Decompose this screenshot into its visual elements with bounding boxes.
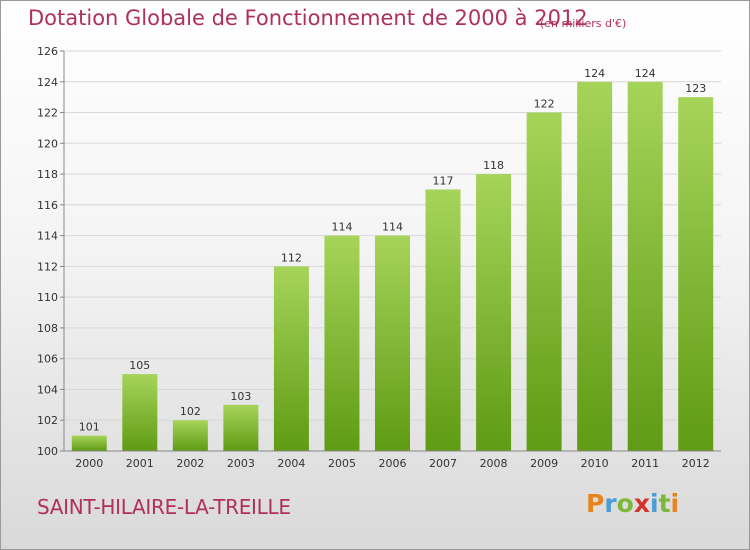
logo-letter: P	[586, 489, 605, 518]
bar-2005[interactable]	[324, 235, 360, 451]
x-tick-label: 2009	[530, 457, 558, 470]
y-tick-label: 114	[37, 230, 58, 243]
bar-2003[interactable]	[223, 404, 259, 451]
y-tick-label: 100	[37, 445, 58, 458]
proxiti-logo[interactable]: Proxiti	[586, 489, 679, 518]
y-tick-label: 116	[37, 199, 58, 212]
bar-2008[interactable]	[476, 174, 512, 452]
data-label-2009: 122	[534, 98, 555, 111]
x-tick-label: 2001	[126, 457, 154, 470]
bar-2012[interactable]	[678, 97, 714, 452]
y-tick-label: 120	[37, 137, 58, 150]
bar-2002[interactable]	[172, 420, 208, 451]
commune-name: SAINT-HILAIRE-LA-TREILLE	[37, 495, 291, 519]
y-tick-label: 108	[37, 322, 58, 335]
unit-label: (en milliers d'€)	[540, 17, 627, 30]
bar-2004[interactable]	[273, 266, 309, 451]
y-tick-label: 118	[37, 168, 58, 181]
data-label-2008: 118	[483, 159, 504, 172]
bar-2011[interactable]	[627, 81, 663, 452]
logo-letter: x	[633, 489, 650, 518]
data-label-2012: 123	[685, 82, 706, 95]
data-label-2006: 114	[382, 221, 403, 234]
data-label-2003: 103	[230, 390, 251, 403]
data-label-2004: 112	[281, 251, 302, 264]
logo-letter: t	[658, 489, 671, 518]
x-tick-label: 2006	[379, 457, 407, 470]
logo-letter: o	[616, 489, 634, 518]
data-label-2007: 117	[433, 174, 454, 187]
y-axis: 100 102 104 106 108 110 112 114 116 118 120 122 124 1…	[37, 45, 65, 458]
y-tick-label: 112	[37, 260, 58, 273]
x-tick-label: 2000	[75, 457, 103, 470]
y-tick-label: 110	[37, 291, 58, 304]
x-tick-label: 2004	[277, 457, 305, 470]
x-tick-label: 2010	[581, 457, 609, 470]
y-tick-label: 104	[37, 383, 58, 396]
data-label-2011: 124	[635, 67, 656, 80]
y-tick-label: 106	[37, 353, 58, 366]
logo-letter: i	[670, 489, 680, 518]
y-tick-label: 102	[37, 414, 58, 427]
x-axis: 2000 2001 2002 2003 2004 2005 2006 2007 2008 2009…	[64, 450, 721, 470]
data-label-2002: 102	[180, 405, 201, 418]
x-tick-label: 2011	[631, 457, 659, 470]
bars: 101 105 102 103 112 114 114 117 118 122 124 124 123	[71, 67, 714, 452]
bar-2009[interactable]	[526, 112, 562, 452]
y-tick-label: 126	[37, 45, 58, 58]
data-label-2001: 105	[129, 359, 150, 372]
x-tick-label: 2002	[176, 457, 204, 470]
y-tick-label: 122	[37, 107, 58, 120]
bar-2007[interactable]	[425, 189, 461, 451]
logo-letter: r	[604, 489, 617, 518]
data-label-2010: 124	[584, 67, 605, 80]
bar-2010[interactable]	[577, 81, 613, 452]
x-tick-label: 2008	[480, 457, 508, 470]
logo-letter: i	[650, 489, 659, 518]
y-tick-label: 124	[37, 76, 58, 89]
x-tick-label: 2007	[429, 457, 457, 470]
chart-title: Dotation Globale de Fonctionnement de 20…	[28, 6, 588, 30]
x-tick-label: 2012	[682, 457, 710, 470]
data-label-2005: 114	[331, 221, 352, 234]
bar-2001[interactable]	[122, 374, 158, 451]
data-label-2000: 101	[79, 421, 100, 434]
bar-2006[interactable]	[375, 235, 410, 451]
x-tick-label: 2005	[328, 457, 356, 470]
x-tick-label: 2003	[227, 457, 255, 470]
bar-2000[interactable]	[71, 435, 107, 451]
